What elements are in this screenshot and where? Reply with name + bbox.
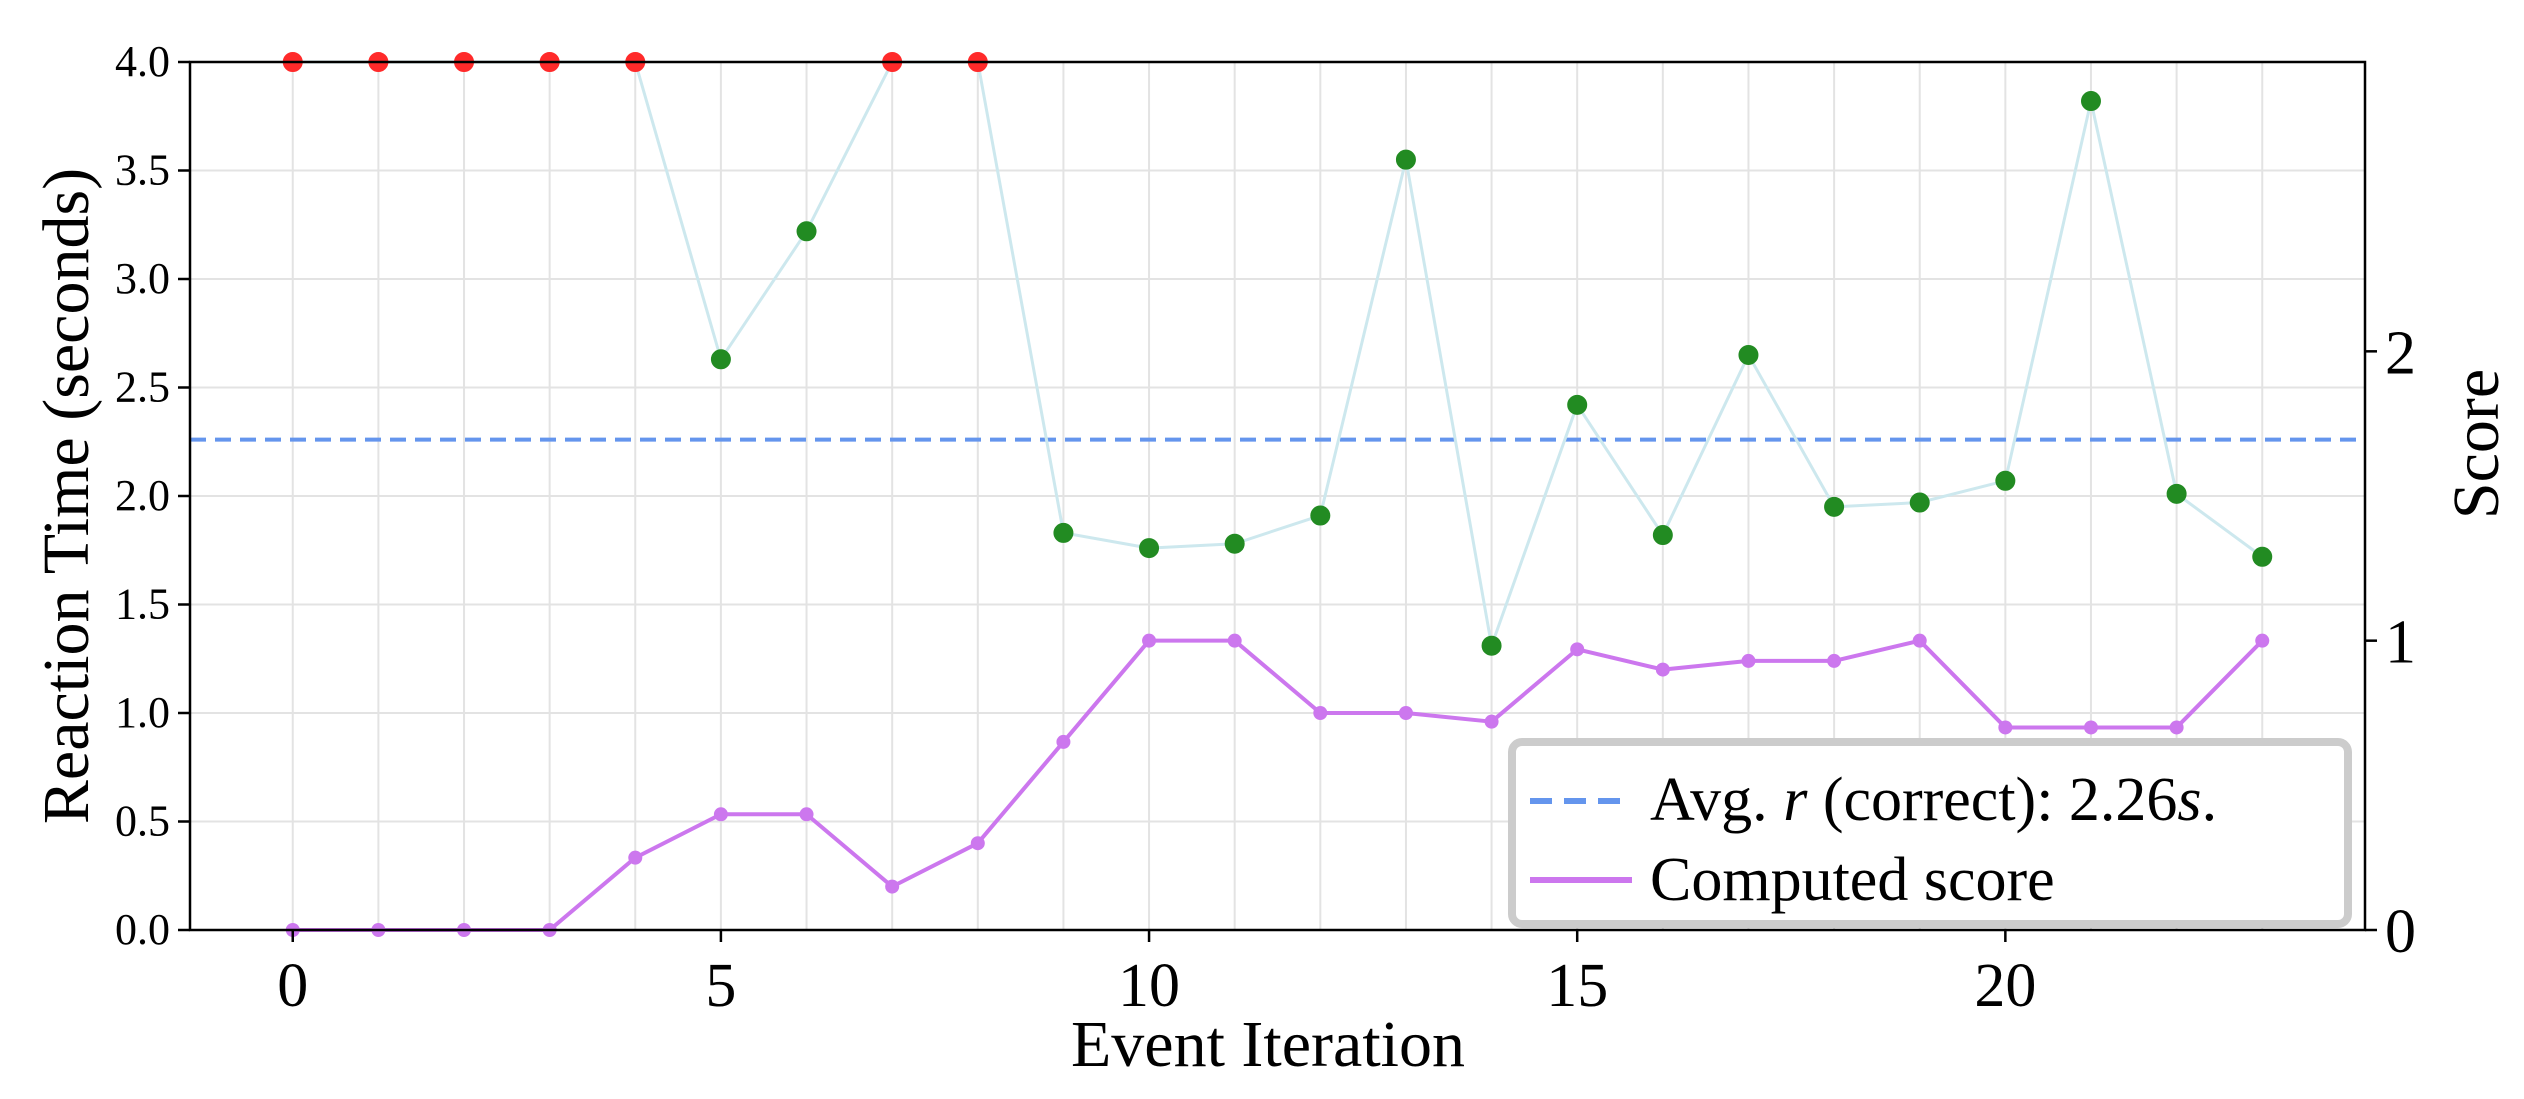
computed-score-point: [2083, 720, 2098, 735]
reaction-point-correct: [1481, 635, 1502, 656]
x-tick-label: 10: [1118, 952, 1180, 1020]
computed-score-point: [1741, 653, 1756, 668]
reaction-point-correct: [1738, 344, 1759, 365]
y-tick-label: 2.0: [115, 471, 170, 520]
computed-score-point: [799, 807, 814, 822]
reaction-point-correct: [796, 221, 817, 242]
computed-score-point: [1998, 720, 2013, 735]
legend: Avg. r (correct): 2.26s. Computed score: [1508, 738, 2352, 928]
y2-axis-label: Score: [2440, 369, 2513, 519]
computed-score-point: [970, 836, 985, 851]
y-tick-label: 0.5: [115, 797, 170, 846]
tick-layer: 0.0 0.5 1.0 1.5 2.0 2.5 3.0 3.5 4.0 0 5 10 15 20 0 1 2: [115, 37, 2416, 1020]
computed-score-point: [2255, 633, 2270, 648]
reaction-point-correct: [1567, 394, 1588, 415]
computed-score-point: [2169, 720, 2184, 735]
x-tick-label: 15: [1546, 952, 1608, 1020]
computed-score-line: [292, 638, 2264, 932]
reaction-point-correct: [1224, 533, 1245, 554]
y-tick-label: 1.5: [115, 580, 170, 629]
computed-score-point: [1398, 706, 1413, 720]
reaction-point-correct: [1395, 149, 1416, 170]
y2-tick-label: 2: [2385, 319, 2416, 387]
reaction-point-correct: [2080, 91, 2101, 112]
computed-score-point: [628, 850, 643, 865]
y-tick-label: 4.0: [115, 37, 170, 86]
reaction-point-correct: [1652, 525, 1673, 546]
y-tick-label: 3.5: [115, 146, 170, 195]
computed-score-point: [1142, 633, 1157, 648]
reaction-point-correct: [710, 349, 731, 370]
x-tick-label: 0: [277, 952, 308, 1020]
legend-score-label: Computed score: [1650, 846, 2055, 914]
reaction-point-correct: [1824, 496, 1845, 517]
computed-score-point: [1655, 662, 1670, 677]
legend-box: [1508, 738, 2352, 928]
y2-tick-label: 0: [2385, 898, 2416, 966]
computed-score-point: [1484, 714, 1499, 729]
y-tick-label: 1.0: [115, 688, 170, 737]
reaction-time-line: [292, 60, 2264, 652]
computed-score-point: [885, 879, 900, 894]
y-tick-label: 2.5: [115, 363, 170, 412]
y-tick-label: 0.0: [115, 905, 170, 954]
computed-score-point: [1912, 633, 1927, 648]
computed-score-point: [1313, 706, 1328, 720]
computed-score-point: [1227, 633, 1242, 648]
computed-score-point: [713, 807, 728, 822]
y-axis-label: Reaction Time (seconds): [30, 168, 103, 824]
computed-score-point: [1570, 642, 1585, 657]
reaction-point-correct: [1995, 470, 2016, 491]
reaction-point-correct: [1310, 505, 1331, 526]
legend-avg-label: Avg. r (correct): 2.26s.: [1650, 766, 2217, 834]
reaction-point-correct: [2252, 546, 2273, 567]
reaction-point-correct: [1053, 522, 1074, 543]
reaction-point-correct: [2166, 483, 2187, 504]
series-layer: [282, 52, 2273, 937]
y-tick-label: 3.0: [115, 254, 170, 303]
x-tick-label: 20: [1974, 952, 2036, 1020]
x-tick-label: 5: [705, 952, 736, 1020]
y2-tick-label: 1: [2385, 609, 2416, 677]
reaction-point-correct: [1909, 492, 1930, 513]
x-axis-label: Event Iteration: [1071, 1008, 1465, 1081]
computed-score-point: [1056, 734, 1071, 749]
computed-score-point: [1827, 653, 1842, 668]
reaction-point-correct: [1139, 538, 1160, 559]
